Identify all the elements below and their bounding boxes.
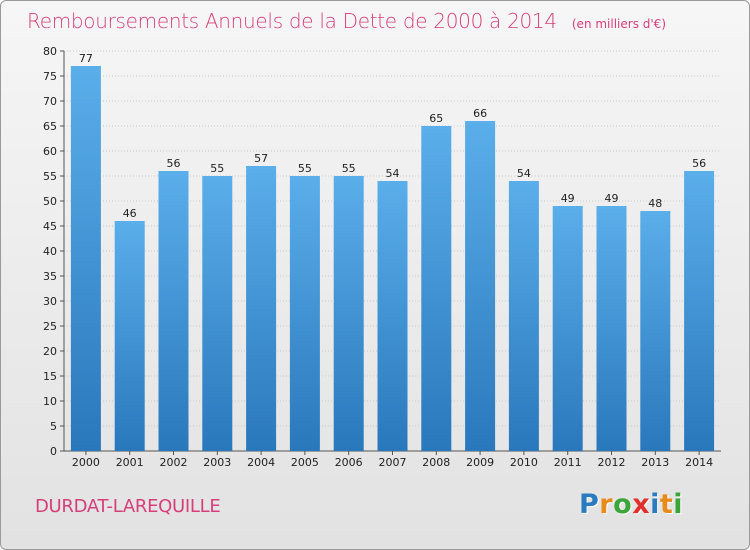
logo-letter: i <box>673 489 684 520</box>
x-tick-label-2014: 2014 <box>685 456 713 469</box>
data-label-2002: 56 <box>167 157 181 170</box>
logo-letter: x <box>632 489 651 520</box>
logo-letter: r <box>599 489 614 520</box>
x-tick-label-2007: 2007 <box>379 456 407 469</box>
logo-letter: i <box>650 489 660 520</box>
data-label-2012: 49 <box>605 192 619 205</box>
y-tick-label: 75 <box>43 70 57 83</box>
data-label-2011: 49 <box>561 192 575 205</box>
y-tick-label: 25 <box>43 320 57 333</box>
bar-2008 <box>421 126 452 451</box>
bar-2003 <box>202 176 233 451</box>
x-tick-label-2009: 2009 <box>466 456 494 469</box>
logo-letter: P <box>579 489 600 520</box>
y-tick-label: 40 <box>43 245 57 258</box>
logo-letter: o <box>613 489 633 520</box>
data-label-2008: 65 <box>429 112 443 125</box>
bar-2004 <box>246 166 277 451</box>
data-label-2009: 66 <box>473 107 487 120</box>
bar-2005 <box>289 176 320 451</box>
x-tick-label-2004: 2004 <box>247 456 275 469</box>
x-tick-label-2010: 2010 <box>510 456 538 469</box>
data-label-2001: 46 <box>123 207 137 220</box>
x-tick-label-2008: 2008 <box>422 456 450 469</box>
y-tick-label: 55 <box>43 170 57 183</box>
x-tick-label-2002: 2002 <box>160 456 188 469</box>
commune-name: DURDAT-LAREQUILLE <box>35 496 221 517</box>
chart-title: Remboursements Annuels de la Dette de 20… <box>27 9 557 33</box>
x-tick-label-2013: 2013 <box>641 456 669 469</box>
bar-2010 <box>508 181 539 451</box>
bar-2006 <box>333 176 364 451</box>
bar-2012 <box>596 206 627 451</box>
y-tick-label: 60 <box>43 145 57 158</box>
data-label-2010: 54 <box>517 167 531 180</box>
bar-2002 <box>158 171 189 451</box>
y-tick-label: 70 <box>43 95 57 108</box>
x-tick-label-2003: 2003 <box>203 456 231 469</box>
bar-2000 <box>70 66 101 451</box>
x-tick-label-2000: 2000 <box>72 456 100 469</box>
y-tick-label: 5 <box>50 420 57 433</box>
bar-2014 <box>684 171 715 451</box>
y-tick-label: 45 <box>43 220 57 233</box>
x-tick-label-2012: 2012 <box>598 456 626 469</box>
data-label-2000: 77 <box>79 52 93 65</box>
data-label-2013: 48 <box>648 197 662 210</box>
bar-2001 <box>114 221 145 451</box>
y-tick-label: 30 <box>43 295 57 308</box>
bar-2007 <box>377 181 408 451</box>
chart-title-block: Remboursements Annuels de la Dette de 20… <box>27 9 666 33</box>
bar-2009 <box>465 121 496 451</box>
logo-letter: t <box>659 489 674 520</box>
y-tick-label: 50 <box>43 195 57 208</box>
x-tick-label-2006: 2006 <box>335 456 363 469</box>
bar-2011 <box>552 206 583 451</box>
y-tick-label: 20 <box>43 345 57 358</box>
data-label-2005: 55 <box>298 162 312 175</box>
data-label-2007: 54 <box>386 167 400 180</box>
y-tick-label: 35 <box>43 270 57 283</box>
x-tick-label-2005: 2005 <box>291 456 319 469</box>
chart-subtitle: (en milliers d'€) <box>571 17 666 31</box>
bar-2013 <box>640 211 671 451</box>
y-tick-label: 15 <box>43 370 57 383</box>
y-tick-label: 65 <box>43 120 57 133</box>
proxiti-logo: Proxiti <box>579 489 683 520</box>
y-tick-label: 0 <box>50 445 57 458</box>
data-label-2003: 55 <box>210 162 224 175</box>
x-tick-label-2001: 2001 <box>116 456 144 469</box>
data-label-2014: 56 <box>692 157 706 170</box>
y-tick-label: 10 <box>43 395 57 408</box>
data-label-2006: 55 <box>342 162 356 175</box>
y-tick-label: 80 <box>43 45 57 58</box>
x-tick-label-2011: 2011 <box>554 456 582 469</box>
data-label-2004: 57 <box>254 152 268 165</box>
